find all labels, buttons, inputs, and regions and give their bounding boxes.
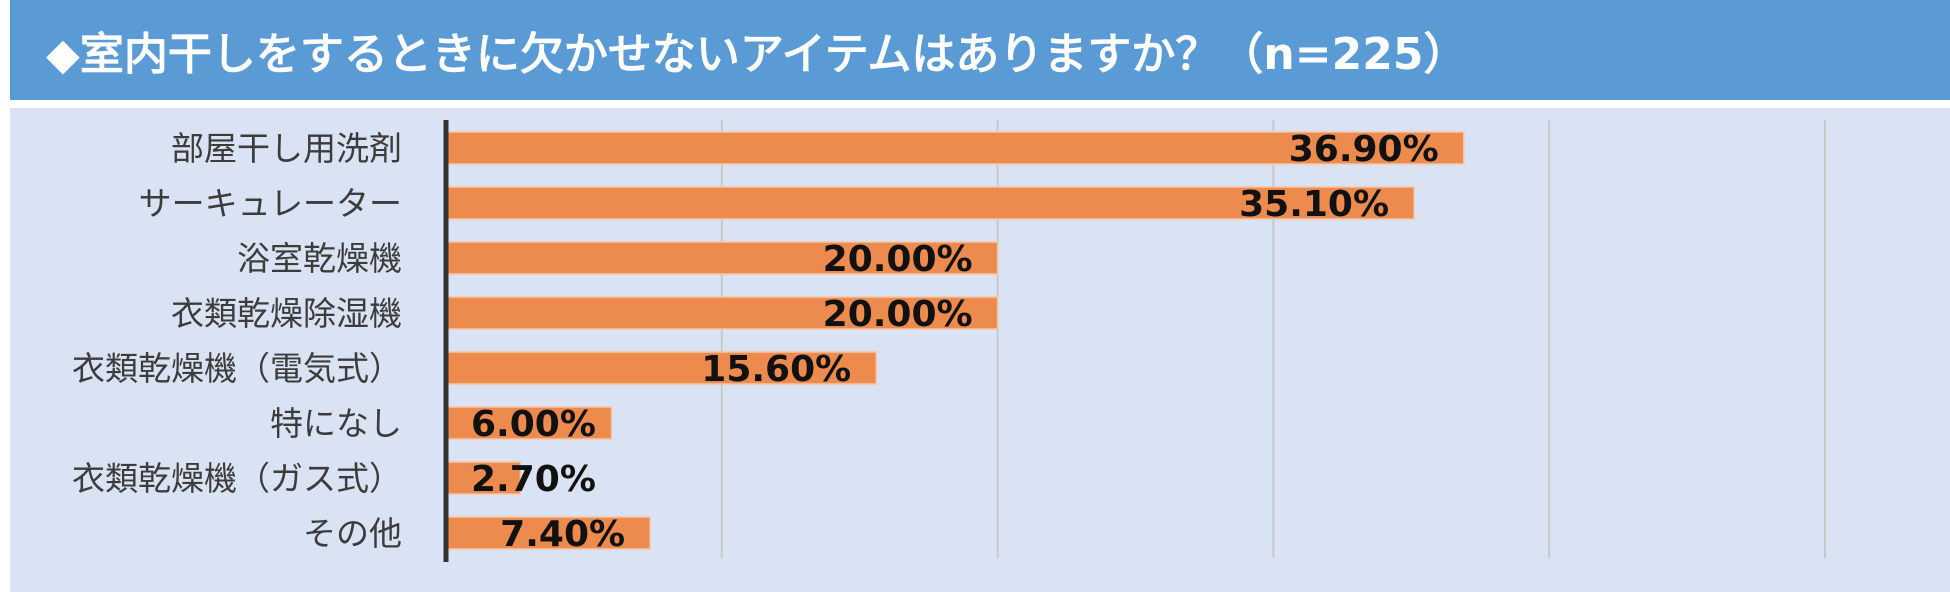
bar	[445, 296, 999, 330]
bar	[445, 131, 1465, 165]
chart-panel: 部屋干し用洗剤 36.90% サーキュレーター 35.10% 浴室乾燥機 20.00% 衣類…	[10, 108, 1950, 592]
bar	[445, 461, 522, 495]
value-label: 20.00%	[823, 294, 973, 335]
value-label: 15.60%	[701, 349, 851, 390]
category-label: 衣類乾燥機（ガス式）	[72, 459, 402, 498]
category-label: サーキュレーター	[139, 184, 402, 223]
value-label: 7.40%	[500, 514, 625, 555]
bar-chart: 部屋干し用洗剤 36.90% サーキュレーター 35.10% 浴室乾燥機 20.00% 衣類…	[72, 120, 1826, 562]
value-label: 6.00%	[471, 404, 596, 445]
category-label: 衣類乾燥機（電気式）	[72, 349, 402, 388]
chart-title-banner: ◆室内干しをするときに欠かせないアイテムはありますか？（n=225）	[10, 0, 1950, 100]
value-label: 20.00%	[823, 239, 973, 280]
category-label: 衣類乾燥除湿機	[171, 294, 402, 333]
bar	[445, 351, 877, 385]
bar	[445, 241, 999, 275]
category-label: その他	[303, 514, 402, 553]
category-label: 浴室乾燥機	[237, 239, 402, 278]
bar	[445, 406, 613, 440]
value-label: 36.90%	[1289, 129, 1439, 170]
value-label: 35.10%	[1239, 184, 1389, 225]
value-label: 2.70%	[471, 459, 596, 500]
bar	[445, 516, 651, 550]
chart-title: ◆室内干しをするときに欠かせないアイテムはありますか？（n=225）	[46, 29, 1468, 80]
category-label: 特になし	[270, 404, 402, 443]
category-label: 部屋干し用洗剤	[171, 129, 402, 168]
